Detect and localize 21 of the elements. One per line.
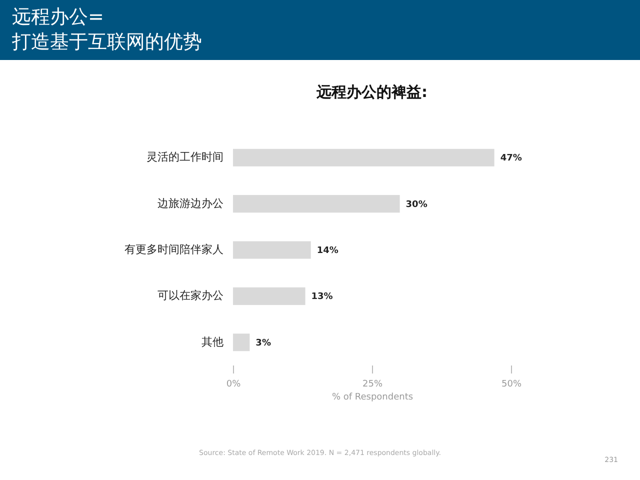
x-tick-label: 25% <box>362 380 383 390</box>
data-label: 47% <box>500 154 522 164</box>
data-label: 30% <box>406 200 428 210</box>
y-tick-label: 灵活的工作时间 <box>146 150 224 164</box>
y-tick-label: 可以在家办公 <box>158 289 224 302</box>
bar <box>233 241 311 259</box>
data-label: 3% <box>256 338 271 348</box>
y-tick-label: 边旅游边办公 <box>158 196 224 210</box>
chart-subtitle: 远程办公的裨益: <box>316 83 428 101</box>
x-tick-label: 50% <box>501 380 522 390</box>
data-label: 14% <box>316 246 338 256</box>
x-tick-label: 0% <box>226 380 242 390</box>
bar <box>233 334 250 352</box>
data-label: 13% <box>311 292 333 302</box>
bar <box>233 287 306 305</box>
x-axis-title: % of Respondents <box>332 392 414 402</box>
y-tick-label: 有更多时间陪伴家人 <box>124 243 224 256</box>
bar <box>233 195 400 213</box>
y-tick-label: 其他 <box>202 335 224 348</box>
bar <box>233 148 494 166</box>
chart-title: 远程办公= 打造基于互联网的优势 <box>0 0 640 60</box>
